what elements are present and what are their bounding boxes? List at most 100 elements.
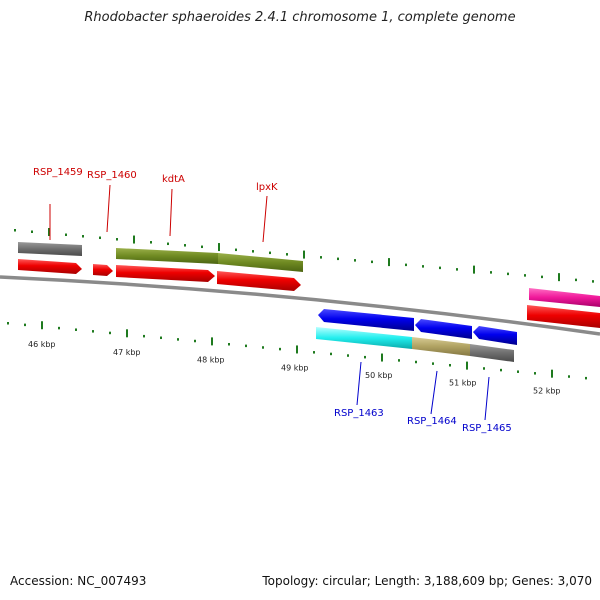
scale-tick-minor — [262, 346, 264, 349]
scale-tick-minor — [534, 372, 536, 375]
cog-bar-rsp1463[interactable] — [316, 327, 412, 349]
scale-tick-minor — [490, 271, 492, 274]
scale-tick-major — [303, 250, 305, 259]
scale-label: 51 kbp — [449, 379, 477, 388]
scale-tick-minor — [354, 259, 356, 262]
cog-bar-rsp1464[interactable] — [412, 337, 470, 356]
scale-tick-minor — [167, 242, 169, 246]
scale-tick-minor — [82, 235, 84, 238]
gene-label-rsp1460[interactable]: RSP_1460 — [87, 170, 137, 181]
leader-line-rsp1464 — [430, 370, 438, 415]
scale-label: 47 kbp — [113, 348, 141, 357]
scale-tick-minor — [245, 344, 247, 348]
gene-label-rsp1464[interactable]: RSP_1464 — [407, 416, 457, 427]
scale-tick-major — [48, 228, 50, 237]
scale-tick-major — [466, 361, 468, 370]
scale-tick-minor — [201, 245, 203, 249]
scale-tick-minor — [432, 362, 434, 365]
map-title: Rhodobacter sphaeroides 2.4.1 chromosome… — [84, 10, 516, 25]
scale-tick-major — [296, 345, 298, 354]
scale-tick-minor — [592, 280, 594, 283]
gene-label-kdta[interactable]: kdtA — [162, 174, 185, 185]
leader-line-rsp1460 — [106, 184, 111, 233]
leader-line-rsp1463 — [356, 361, 362, 406]
scale-tick-minor — [422, 265, 424, 268]
scale-tick-minor — [160, 336, 162, 340]
scale-tick-minor — [228, 342, 230, 346]
scale-tick-minor — [313, 351, 315, 354]
scale-tick-major — [558, 273, 560, 282]
scale-tick-minor — [7, 322, 9, 325]
scale-tick-major — [126, 329, 128, 338]
scale-tick-major — [473, 265, 475, 274]
scale-tick-minor — [24, 323, 26, 327]
scale-tick-minor — [500, 368, 502, 372]
cog-bar-rsp1459[interactable] — [18, 242, 82, 256]
scale-tick-minor — [320, 256, 322, 259]
scale-label: 50 kbp — [365, 371, 393, 380]
scale-tick-minor — [279, 347, 281, 351]
chromosome-backbone — [0, 275, 600, 336]
scale-tick-minor — [109, 331, 111, 335]
scale-tick-minor — [347, 354, 349, 357]
scale-tick-minor — [517, 370, 519, 373]
forward-scale-dots — [14, 228, 594, 283]
scale-tick-minor — [116, 238, 118, 241]
scale-tick-minor — [235, 248, 237, 252]
scale-tick-major — [211, 337, 213, 346]
accession-text: Accession: NC_007493 — [10, 574, 147, 588]
cog-bar-rsp1465[interactable] — [470, 344, 514, 362]
gene-arrow-right-edge[interactable] — [527, 305, 600, 328]
scale-tick-minor — [456, 268, 458, 271]
scale-tick-minor — [92, 330, 94, 333]
scale-tick-major — [388, 258, 390, 267]
scale-tick-minor — [371, 260, 373, 264]
gene-arrow-lpxk[interactable] — [217, 271, 301, 291]
scale-tick-minor — [150, 241, 152, 244]
gene-label-lpxk[interactable]: lpxK — [256, 182, 278, 193]
leader-line-kdta — [169, 188, 173, 237]
gene-arrow-rsp1460[interactable] — [93, 264, 113, 276]
cog-bar-right-edge[interactable] — [529, 288, 600, 307]
scale-tick-minor — [439, 266, 441, 270]
scale-labels: 46 kbp 47 kbp 48 kbp 49 kbp 50 kbp 51 kbp 52 k… — [28, 340, 561, 395]
scale-tick-minor — [143, 334, 145, 338]
gene-arrow-rsp1464[interactable] — [415, 319, 472, 339]
gene-arrow-kdta[interactable] — [116, 265, 215, 282]
scale-tick-minor — [184, 244, 186, 247]
scale-tick-minor — [405, 263, 407, 267]
scale-label: 48 kbp — [197, 356, 225, 365]
scale-tick-minor — [449, 363, 451, 367]
scale-tick-minor — [398, 359, 400, 362]
scale-tick-major — [381, 353, 383, 362]
scale-label: 52 kbp — [533, 386, 561, 395]
scale-tick-minor — [541, 275, 543, 279]
scale-tick-minor — [75, 328, 77, 331]
scale-tick-minor — [286, 253, 288, 256]
scale-tick-minor — [194, 339, 196, 343]
scale-tick-major — [133, 235, 135, 244]
scale-tick-minor — [252, 250, 254, 253]
scale-tick-minor — [524, 274, 526, 277]
gene-arrow-rsp1459[interactable] — [18, 259, 82, 274]
gene-arrow-rsp1463[interactable] — [318, 309, 414, 331]
genome-info-text: Topology: circular; Length: 3,188,609 bp… — [262, 574, 592, 588]
scale-tick-minor — [177, 338, 179, 341]
cog-bar-lpxk[interactable] — [218, 253, 303, 272]
scale-tick-minor — [483, 367, 485, 370]
scale-tick-minor — [99, 236, 101, 240]
scale-tick-minor — [330, 352, 332, 356]
gene-label-rsp1463[interactable]: RSP_1463 — [334, 408, 384, 419]
scale-tick-minor — [575, 278, 577, 282]
gene-label-rsp1465[interactable]: RSP_1465 — [462, 423, 512, 434]
scale-tick-minor — [58, 326, 60, 330]
scale-tick-major — [41, 321, 43, 330]
reverse-scale-dots — [7, 321, 587, 380]
scale-tick-minor — [269, 251, 271, 255]
cog-bar-kdta[interactable] — [116, 248, 218, 264]
scale-label: 46 kbp — [28, 340, 56, 349]
gene-arrow-rsp1465[interactable] — [473, 326, 517, 345]
scale-tick-minor — [337, 257, 339, 261]
gene-label-rsp1459[interactable]: RSP_1459 — [33, 167, 83, 178]
